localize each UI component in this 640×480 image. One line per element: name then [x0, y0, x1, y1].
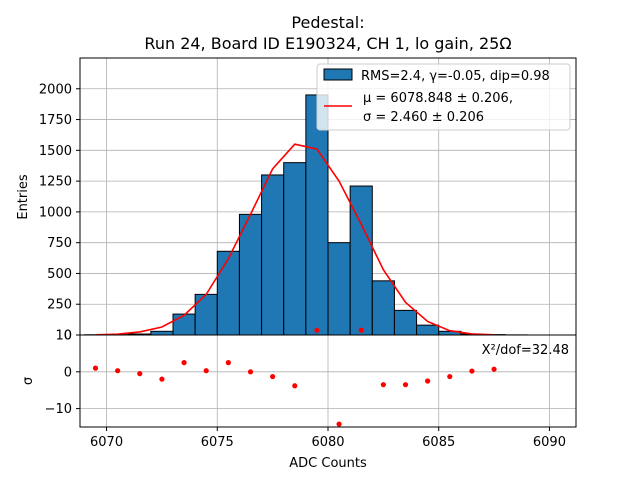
histogram-bar — [305, 94, 329, 336]
main-y-tick-label: 250 — [47, 298, 72, 313]
x-axis-label: ADC Counts — [289, 456, 367, 471]
main-y-ticks: 0 250 500 750 1000 1250 1500 1750 2000 — [39, 82, 80, 344]
residual-point — [469, 368, 475, 374]
main-y-tick-label: 750 — [47, 236, 72, 251]
legend: RMS=2.4, γ=-0.05, dip=0.98 μ = 6078.848 … — [316, 63, 571, 131]
histogram-bar — [393, 309, 418, 336]
residual-point — [380, 382, 386, 388]
x-tick-label: 6075 — [201, 435, 234, 450]
residual-y-axis-label: σ — [21, 377, 36, 385]
histogram-bar — [261, 174, 285, 336]
histogram-bar — [283, 162, 307, 336]
residual-y-tick-label: 10 — [55, 329, 72, 344]
residual-y-tick-label: −10 — [45, 402, 72, 417]
histogram-bar — [327, 242, 351, 336]
main-y-tick-label: 1750 — [39, 113, 72, 128]
fit-curve — [95, 143, 495, 336]
x-tick-label: 6090 — [533, 435, 566, 450]
main-y-tick-label: 500 — [47, 267, 72, 282]
legend-box — [316, 63, 571, 131]
histogram-bar — [150, 330, 174, 336]
residual-point — [292, 383, 298, 389]
main-y-tick-label: 0 — [64, 329, 72, 344]
residual-point — [358, 327, 364, 333]
chart-title-line1: Pedestal: — [291, 13, 364, 32]
histogram-bar — [194, 293, 218, 336]
residual-point — [491, 366, 497, 372]
histogram-bar — [416, 324, 440, 336]
y-axis-label: Entries — [16, 174, 31, 220]
chi2-annotation: X²/dof=32.48 — [482, 343, 569, 358]
legend-fit-sigma: σ = 2.460 ± 0.206 — [363, 110, 484, 125]
histogram-bar — [216, 250, 240, 336]
x-tick-label: 6070 — [90, 435, 123, 450]
x-ticks: 6070 6075 6080 6085 6090 — [90, 427, 566, 450]
main-y-tick-label: 1000 — [39, 205, 72, 220]
x-tick-label: 6085 — [422, 435, 455, 450]
main-y-tick-label: 2000 — [39, 82, 72, 97]
residual-point — [425, 378, 431, 384]
residual-point — [225, 360, 231, 366]
residual-point — [314, 327, 320, 333]
residual-point — [203, 368, 209, 374]
residual-point — [115, 368, 121, 374]
residual-y-tick-label: 0 — [64, 365, 72, 380]
main-y-tick-label: 1250 — [39, 175, 72, 190]
residual-point — [270, 373, 276, 380]
histogram-bar — [172, 313, 196, 336]
residual-point — [447, 373, 453, 380]
residual-point — [247, 369, 254, 375]
histogram-bar — [371, 280, 395, 336]
chart-title-line2: Run 24, Board ID E190324, CH 1, lo gain,… — [144, 34, 511, 53]
legend-histogram-label: RMS=2.4, γ=-0.05, dip=0.98 — [361, 69, 550, 84]
residual-point — [159, 376, 165, 382]
residual-point — [336, 421, 342, 427]
residual-points — [92, 327, 497, 427]
legend-fit-mu: μ = 6078.848 ± 0.206, — [363, 91, 513, 106]
residual-y-ticks: 100−10 — [45, 329, 80, 417]
residual-point — [92, 365, 99, 371]
residual-point — [402, 382, 409, 388]
histogram-bar — [238, 213, 263, 336]
x-tick-label: 6080 — [311, 435, 344, 450]
residual-point — [181, 360, 187, 366]
main-y-tick-label: 1500 — [39, 144, 72, 159]
legend-histogram-swatch — [323, 68, 353, 81]
residual-point — [137, 371, 143, 377]
histogram-bars — [83, 94, 528, 336]
